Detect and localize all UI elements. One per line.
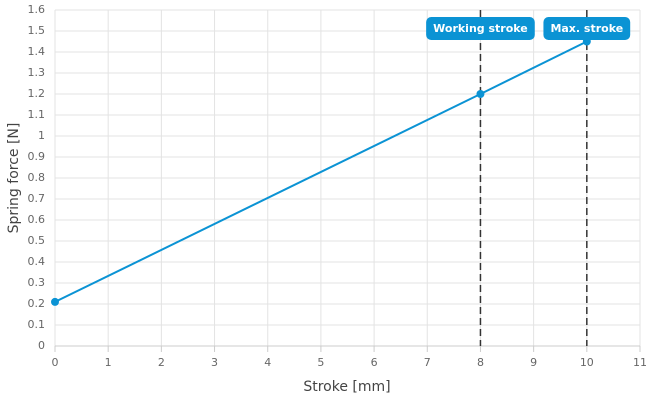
y-tick-label: 0.7 <box>28 192 46 205</box>
annotation-label: Max. stroke <box>550 22 623 35</box>
x-tick-label: 9 <box>530 356 537 369</box>
x-tick-label: 1 <box>105 356 112 369</box>
x-axis-label: Stroke [mm] <box>303 379 390 395</box>
annotation-box <box>543 17 631 40</box>
x-tick-label: 0 <box>52 356 59 369</box>
x-tick-label: 8 <box>477 356 484 369</box>
y-tick-label: 0 <box>38 339 45 352</box>
point <box>476 90 485 98</box>
y-tick-label: 1.3 <box>28 66 46 79</box>
y-tick-label: 0.2 <box>28 297 46 310</box>
y-tick-label: 0.9 <box>28 150 46 163</box>
y-tick-label: 0.4 <box>28 255 46 268</box>
y-tick-label: 0.3 <box>28 276 46 289</box>
y-tick-label: 0.8 <box>28 171 46 184</box>
annotation-label: Working stroke <box>433 22 528 35</box>
y-tick-label: 1.2 <box>28 87 46 100</box>
annotation-box <box>426 17 535 40</box>
x-tick-label: 2 <box>158 356 165 369</box>
y-tick-label: 1.1 <box>28 108 46 121</box>
y-tick-label: 1.6 <box>28 3 46 16</box>
x-tick-label: 3 <box>211 356 218 369</box>
y-tick-label: 1.5 <box>28 24 46 37</box>
x-tick-label: 10 <box>580 356 594 369</box>
y-tick-label: 0.5 <box>28 234 46 247</box>
x-tick-label: 6 <box>371 356 378 369</box>
x-tick-label: 4 <box>264 356 271 369</box>
x-tick-label: 11 <box>633 356 647 369</box>
point <box>51 297 59 306</box>
y-tick-label: 1 <box>38 129 45 142</box>
annotation: Max. stroke <box>543 17 631 40</box>
y-tick-label: 0.1 <box>28 318 46 331</box>
y-axis-label: Spring force [N] <box>6 123 22 234</box>
annotation: Working stroke <box>426 17 535 40</box>
y-tick-label: 1.4 <box>28 45 46 58</box>
x-tick-label: 5 <box>317 356 324 369</box>
x-tick-label: 7 <box>424 356 431 369</box>
y-tick-label: 0.6 <box>28 213 46 226</box>
